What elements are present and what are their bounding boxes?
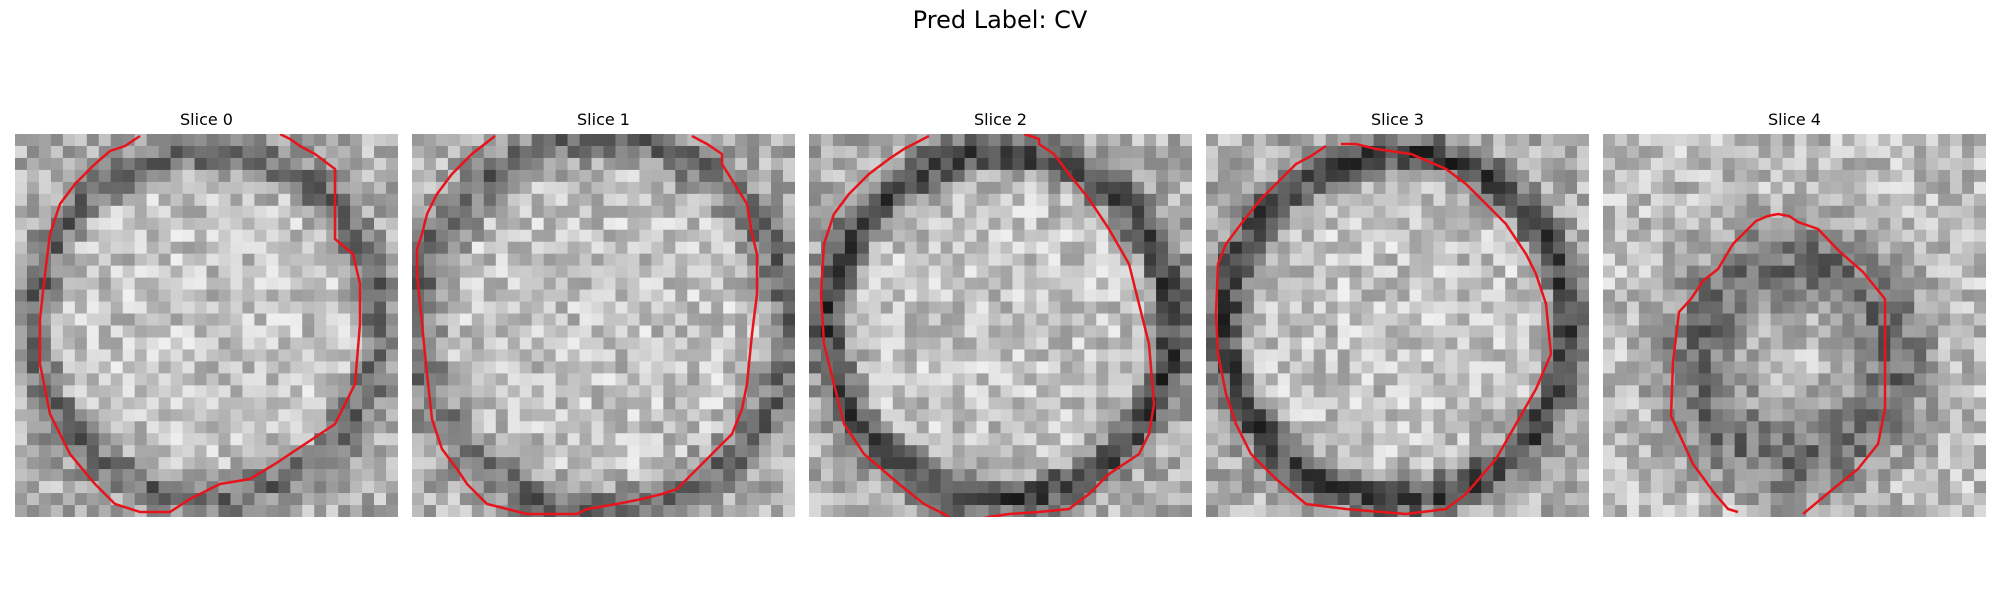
pixel-grid	[15, 134, 398, 517]
slice-panel-4: Slice 4	[1603, 108, 1986, 517]
slice-image	[1206, 134, 1589, 517]
slice-panel-2: Slice 2	[809, 108, 1192, 517]
slice-title: Slice 0	[180, 110, 233, 129]
pixel-grid	[1603, 134, 1986, 517]
pixel-grid	[809, 134, 1192, 517]
slice-image	[809, 134, 1192, 517]
segmentation-contour	[38, 134, 362, 514]
slice-image	[15, 134, 398, 517]
slice-title: Slice 1	[577, 110, 630, 129]
slice-panel-3: Slice 3	[1206, 108, 1589, 517]
segmentation-contour	[819, 134, 1156, 517]
segmentation-contour	[415, 134, 759, 516]
segmentation-contour	[1669, 212, 1887, 515]
slice-panel-1: Slice 1	[412, 108, 795, 517]
pixel-grid	[412, 134, 795, 517]
slice-title: Slice 2	[974, 110, 1027, 129]
pixel-grid	[1206, 134, 1589, 517]
slice-image	[1603, 134, 1986, 517]
figure-title: Pred Label: CV	[912, 6, 1088, 34]
segmentation-contour	[1214, 142, 1553, 516]
slice-title: Slice 4	[1768, 110, 1821, 129]
slice-image	[412, 134, 795, 517]
slice-title: Slice 3	[1371, 110, 1424, 129]
slice-panel-0: Slice 0	[15, 108, 398, 517]
